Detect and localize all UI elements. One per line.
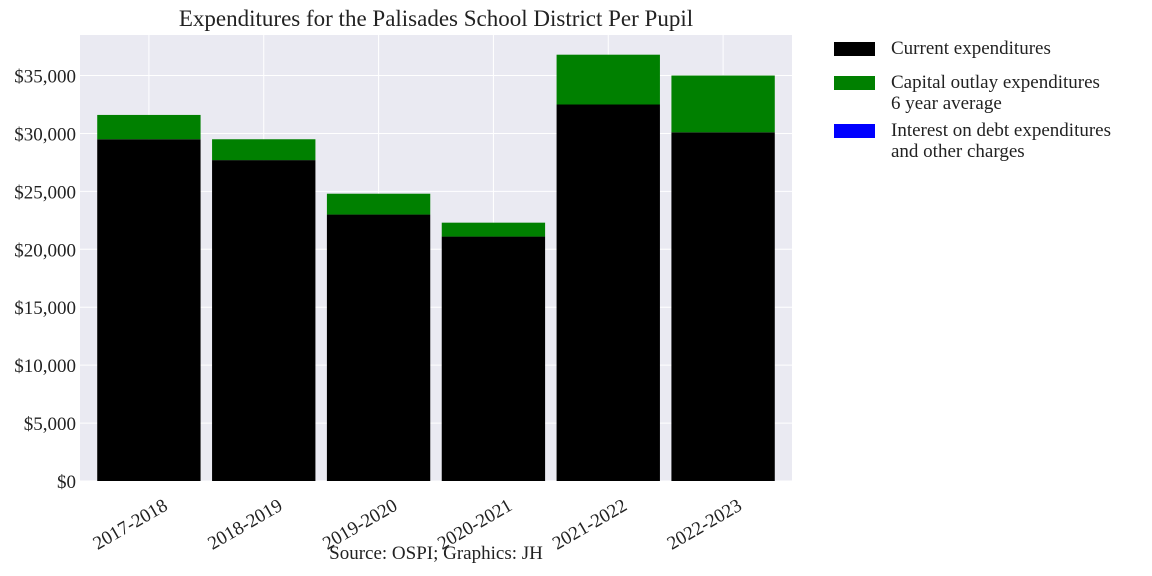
bar-2021-2022-series-0 xyxy=(556,104,660,481)
legend-swatch-current xyxy=(834,42,875,56)
bar-2020-2021-series-0 xyxy=(441,236,546,481)
bar-2019-2020-series-1 xyxy=(326,193,431,215)
y-axis-tick-labels: $0 $5,000 $10,000 $15,000 $20,000 $25,000 $30,… xyxy=(14,67,76,493)
y-tick-label: $30,000 xyxy=(14,124,76,145)
legend-label-interest: Interest on debt expenditures and other … xyxy=(891,120,1112,162)
bar-2022-2023-series-1 xyxy=(671,75,775,133)
bar-2021-2022-series-1 xyxy=(556,54,660,105)
bar-2019-2020-series-0 xyxy=(326,214,431,481)
legend-swatch-interest xyxy=(834,124,875,138)
bar-2018-2019-series-0 xyxy=(212,160,316,481)
legend-label-current: Current expenditures xyxy=(891,38,1051,59)
y-tick-label: $5,000 xyxy=(24,414,76,435)
y-tick-label: $35,000 xyxy=(14,67,76,88)
bars xyxy=(97,54,775,482)
bar-2018-2019-series-1 xyxy=(212,139,316,161)
y-tick-label: $15,000 xyxy=(14,298,76,319)
source-note: Source: OSPI; Graphics: JH xyxy=(329,543,543,564)
y-tick-label: $0 xyxy=(57,472,76,493)
legend-swatch-capital xyxy=(834,76,875,90)
bar-2020-2021-series-1 xyxy=(441,222,546,237)
legend-label-capital: Capital outlay expenditures 6 year avera… xyxy=(891,72,1100,114)
bar-2017-2018-series-0 xyxy=(97,139,201,481)
y-tick-label: $10,000 xyxy=(14,356,76,377)
y-tick-label: $20,000 xyxy=(14,240,76,261)
bar-2022-2023-series-0 xyxy=(671,132,775,482)
chart-title: Expenditures for the Palisades School Di… xyxy=(178,6,694,31)
bar-2017-2018-series-1 xyxy=(97,114,201,140)
y-tick-label: $25,000 xyxy=(14,182,76,203)
